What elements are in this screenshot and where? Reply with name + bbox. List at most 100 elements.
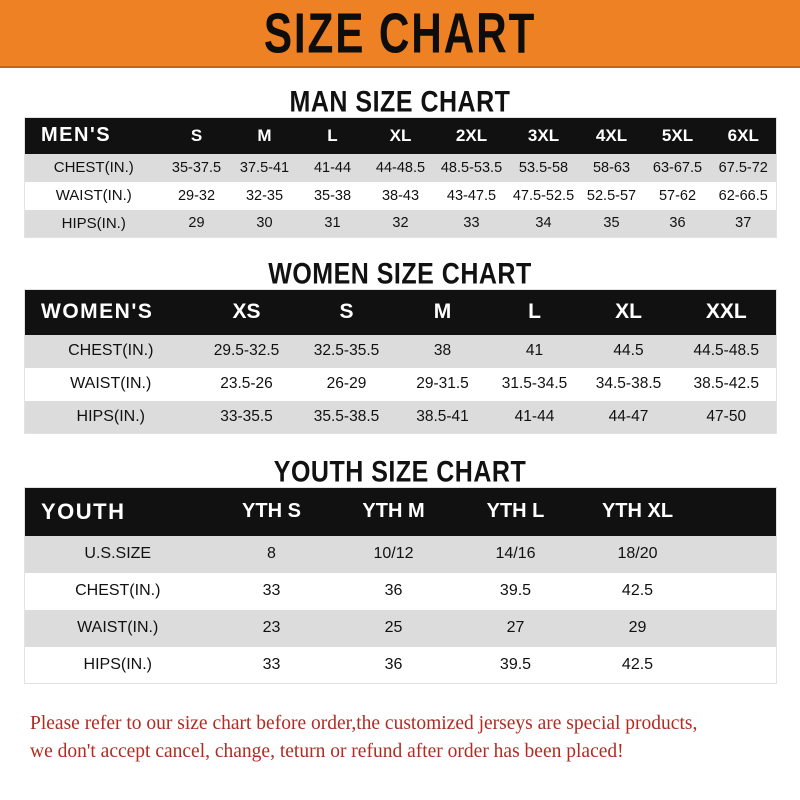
youth-cell: 29 — [576, 609, 699, 647]
page-banner: SIZE CHART — [0, 0, 800, 68]
man-cell: 30 — [230, 209, 299, 238]
youth-header-row: YOUTH YTH S YTH M YTH L YTH XL — [24, 487, 777, 536]
man-col-header: 5XL — [644, 117, 711, 154]
youth-cell: 33 — [210, 572, 333, 610]
youth-cell: 27 — [454, 609, 577, 647]
youth-cell: 33 — [210, 646, 333, 684]
man-cell: 36 — [644, 209, 711, 238]
women-cell: 34.5-38.5 — [580, 367, 677, 401]
man-cell: 37 — [710, 209, 777, 238]
man-row-label: HIPS(IN.) — [24, 209, 163, 238]
youth-col-header: YTH L — [454, 487, 577, 536]
women-cell: 29.5-32.5 — [196, 334, 297, 368]
man-cell: 52.5-57 — [578, 181, 645, 210]
youth-cell: 39.5 — [454, 572, 577, 610]
women-col-header: M — [396, 289, 489, 335]
women-cell: 44-47 — [580, 400, 677, 434]
women-cell: 41-44 — [488, 400, 581, 434]
notice-line-2: we don't accept cancel, change, teturn o… — [30, 740, 624, 762]
women-col-header: XS — [196, 289, 297, 335]
youth-cell: 14/16 — [454, 535, 577, 573]
man-cell: 35-37.5 — [162, 153, 231, 182]
women-cell: 38.5-41 — [396, 400, 489, 434]
table-row: HIPS(IN.) 29 30 31 32 33 34 35 36 37 — [24, 209, 777, 238]
youth-cell: 42.5 — [576, 572, 699, 610]
women-section-heading: WOMEN SIZE CHART — [268, 257, 532, 291]
notice-line-1: Please refer to our size chart before or… — [30, 713, 698, 734]
man-cell: 29 — [162, 209, 231, 238]
youth-size-table: YOUTH YTH S YTH M YTH L YTH XL U.S.SIZE … — [24, 487, 777, 684]
women-cell: 47-50 — [676, 400, 777, 434]
page-title: SIZE CHART — [263, 1, 537, 65]
table-row: CHEST(IN.) 29.5-32.5 32.5-35.5 38 41 44.… — [24, 334, 777, 368]
man-row-label: WAIST(IN.) — [24, 181, 163, 210]
man-col-header: XL — [366, 117, 435, 154]
man-cell: 34 — [508, 209, 579, 238]
man-chart-wrapper: MEN'S S M L XL 2XL 3XL 4XL 5XL 6XL CHEST… — [24, 117, 777, 238]
table-row: WAIST(IN.) 29-32 32-35 35-38 38-43 43-47… — [24, 181, 777, 210]
youth-row-label: CHEST(IN.) — [24, 572, 211, 610]
youth-col-header: YTH XL — [576, 487, 699, 536]
table-row: HIPS(IN.) 33-35.5 35.5-38.5 38.5-41 41-4… — [24, 400, 777, 434]
man-cell: 35 — [578, 209, 645, 238]
youth-cell: 39.5 — [454, 646, 577, 684]
man-cell: 53.5-58 — [508, 153, 579, 182]
women-cell: 41 — [488, 334, 581, 368]
youth-corner-label: YOUTH — [24, 487, 211, 536]
man-cell: 57-62 — [644, 181, 711, 210]
man-section-heading: MAN SIZE CHART — [289, 85, 511, 119]
youth-cell: 42.5 — [576, 646, 699, 684]
women-cell: 33-35.5 — [196, 400, 297, 434]
women-cell: 31.5-34.5 — [488, 367, 581, 401]
man-col-header: M — [230, 117, 299, 154]
man-cell: 33 — [434, 209, 509, 238]
man-size-table: MEN'S S M L XL 2XL 3XL 4XL 5XL 6XL CHEST… — [24, 117, 777, 238]
man-col-header: S — [162, 117, 231, 154]
women-header-row: WOMEN'S XS S M L XL XXL — [24, 289, 777, 335]
youth-header-filler — [698, 487, 777, 536]
man-cell: 43-47.5 — [434, 181, 509, 210]
women-cell: 38.5-42.5 — [676, 367, 777, 401]
youth-cell: 10/12 — [332, 535, 455, 573]
youth-col-header: YTH M — [332, 487, 455, 536]
women-cell: 35.5-38.5 — [296, 400, 397, 434]
women-cell: 32.5-35.5 — [296, 334, 397, 368]
man-cell: 44-48.5 — [366, 153, 435, 182]
man-cell: 63-67.5 — [644, 153, 711, 182]
women-row-label: CHEST(IN.) — [24, 334, 197, 368]
women-cell: 23.5-26 — [196, 367, 297, 401]
table-row: WAIST(IN.) 23.5-26 26-29 29-31.5 31.5-34… — [24, 367, 777, 401]
man-cell: 48.5-53.5 — [434, 153, 509, 182]
youth-cell: 36 — [332, 646, 455, 684]
table-row: CHEST(IN.) 35-37.5 37.5-41 41-44 44-48.5… — [24, 153, 777, 182]
man-col-header: 2XL — [434, 117, 509, 154]
man-cell: 37.5-41 — [230, 153, 299, 182]
man-cell: 58-63 — [578, 153, 645, 182]
man-cell: 47.5-52.5 — [508, 181, 579, 210]
women-col-header: XL — [580, 289, 677, 335]
youth-cell-filler — [698, 646, 777, 684]
youth-cell-filler — [698, 572, 777, 610]
man-header-row: MEN'S S M L XL 2XL 3XL 4XL 5XL 6XL — [24, 117, 777, 154]
man-cell: 32 — [366, 209, 435, 238]
man-cell: 67.5-72 — [710, 153, 777, 182]
man-cell: 35-38 — [298, 181, 367, 210]
table-row: HIPS(IN.) 33 36 39.5 42.5 — [24, 646, 777, 684]
youth-row-label: WAIST(IN.) — [24, 609, 211, 647]
youth-cell: 36 — [332, 572, 455, 610]
women-chart-wrapper: WOMEN'S XS S M L XL XXL CHEST(IN.) 29.5-… — [24, 289, 777, 434]
man-cell: 38-43 — [366, 181, 435, 210]
man-cell: 62-66.5 — [710, 181, 777, 210]
man-corner-label: MEN'S — [24, 117, 163, 154]
women-cell: 44.5 — [580, 334, 677, 368]
youth-cell-filler — [698, 535, 777, 573]
youth-cell: 25 — [332, 609, 455, 647]
youth-col-header: YTH S — [210, 487, 333, 536]
man-col-header: L — [298, 117, 367, 154]
table-row: CHEST(IN.) 33 36 39.5 42.5 — [24, 572, 777, 610]
youth-row-label: U.S.SIZE — [24, 535, 211, 573]
table-row: U.S.SIZE 8 10/12 14/16 18/20 — [24, 535, 777, 573]
women-row-label: HIPS(IN.) — [24, 400, 197, 434]
women-cell: 29-31.5 — [396, 367, 489, 401]
